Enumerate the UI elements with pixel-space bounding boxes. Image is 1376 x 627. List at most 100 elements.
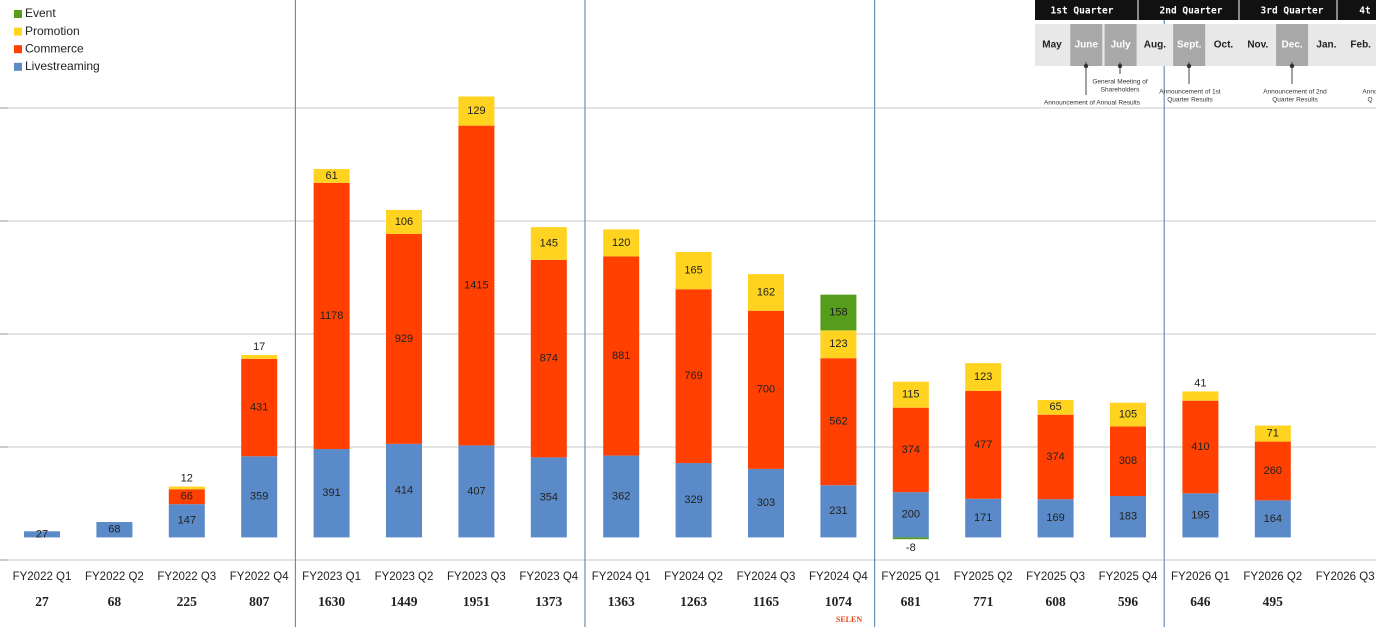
x-tick-label: FY2023 Q4 (519, 571, 578, 583)
data-label: 329 (684, 494, 702, 506)
bar-segment (748, 310, 784, 469)
bar-segment (965, 363, 1002, 391)
data-label: 145 (540, 237, 558, 249)
bar-segment (458, 96, 495, 126)
data-label: 169 (1046, 512, 1064, 524)
legend-swatch (14, 62, 22, 71)
bar-segment (820, 294, 857, 331)
data-label: 1415 (464, 279, 488, 291)
pointer-dot (1289, 63, 1295, 69)
data-label: 359 (250, 491, 268, 503)
bar-segment (241, 456, 278, 538)
bar-segment (965, 498, 1002, 538)
month-label: Jan. (1316, 40, 1336, 51)
x-tick-label: FY2023 Q2 (375, 571, 434, 583)
annotation: Quarter Results (1272, 97, 1318, 104)
month-label: Aug. (1144, 40, 1166, 51)
total-label: 27 (35, 594, 49, 609)
data-label: 41 (1194, 377, 1206, 389)
total-label: 596 (1118, 594, 1139, 609)
annotation: Anno (1362, 89, 1376, 96)
month-highlight (1173, 24, 1206, 66)
data-label: 164 (1264, 513, 1282, 525)
bar-segment (675, 463, 712, 538)
data-label: 414 (395, 485, 413, 497)
total-label: 1363 (608, 594, 635, 609)
bar-segment (1110, 402, 1146, 427)
bar-segment (965, 390, 1002, 499)
total-label: 771 (973, 594, 994, 609)
pointer-dot (1117, 63, 1123, 69)
month-label: Sept. (1177, 40, 1202, 51)
bar-segment (820, 330, 857, 359)
data-label: 183 (1119, 511, 1137, 523)
total-label: 608 (1045, 594, 1066, 609)
x-tick-label: FY2026 Q1 (1171, 571, 1230, 583)
x-tick-label: FY2024 Q4 (809, 571, 868, 583)
legend-swatch (14, 45, 22, 54)
month-label: June (1075, 40, 1099, 51)
data-label: 431 (250, 401, 268, 413)
data-label: 61 (325, 170, 337, 182)
pointer-dot (1083, 63, 1089, 69)
x-tick-label: FY2025 Q2 (954, 571, 1013, 583)
x-tick-label: FY2023 Q1 (302, 571, 361, 583)
bar-segment (168, 486, 205, 490)
timeline-header (1035, 0, 1376, 20)
total-label: 1951 (463, 594, 490, 609)
data-label: 354 (540, 491, 558, 503)
bar-segment (675, 289, 712, 464)
data-label: 65 (1049, 401, 1061, 413)
bar-segment (96, 522, 133, 538)
x-tick-label: FY2022 Q1 (13, 571, 72, 583)
data-label: 374 (902, 444, 920, 456)
quarter-label: 2nd Quarter (1160, 6, 1223, 17)
x-tick-label: FY2022 Q3 (157, 571, 216, 583)
data-label: 303 (757, 497, 775, 509)
total-label: 1165 (753, 594, 780, 609)
bar-segment (675, 251, 712, 290)
footnote: SELEN (836, 615, 862, 624)
bar-segment (1254, 441, 1291, 501)
bar-segment (458, 445, 495, 538)
data-label: 407 (467, 485, 485, 497)
bar-segment (313, 182, 350, 450)
data-label: 123 (974, 371, 992, 383)
data-label: 874 (540, 353, 558, 365)
legend-swatch (14, 10, 22, 18)
legend-label: Event (25, 6, 56, 20)
pointer-dot (1186, 63, 1192, 69)
quarter-label: 4t (1359, 6, 1370, 17)
data-label: 68 (108, 524, 120, 536)
total-label: 646 (1190, 594, 1211, 609)
total-label: 1263 (680, 594, 707, 609)
data-label: 129 (467, 105, 485, 117)
bar-segment (530, 227, 567, 260)
data-label: 881 (612, 350, 630, 362)
data-label: 195 (1191, 509, 1209, 521)
x-tick-label: FY2022 Q4 (230, 571, 289, 583)
total-label: 1074 (825, 594, 852, 609)
x-tick-label: FY2024 Q1 (592, 571, 651, 583)
bar-segment (1110, 496, 1146, 538)
bar-segment (1254, 425, 1291, 442)
month-label: May (1042, 40, 1062, 51)
x-tick-label: FY2025 Q3 (1026, 571, 1085, 583)
data-label: 362 (612, 490, 630, 502)
bar-segment (313, 169, 350, 183)
annotation: Announcement of 2nd (1263, 89, 1327, 96)
data-label: 158 (829, 306, 847, 318)
data-label: 308 (1119, 455, 1137, 467)
x-tick-label: FY2025 Q4 (1099, 571, 1158, 583)
data-label: 1178 (320, 310, 344, 322)
data-label: -8 (906, 542, 916, 554)
bar-segment (603, 229, 640, 257)
data-label: 769 (684, 370, 702, 382)
bar-segment (748, 274, 784, 311)
bar-segment (1037, 399, 1074, 415)
bar-segment (24, 531, 60, 538)
data-label: 105 (1119, 408, 1137, 420)
bar-segment (530, 259, 567, 458)
data-label: 71 (1267, 427, 1279, 439)
